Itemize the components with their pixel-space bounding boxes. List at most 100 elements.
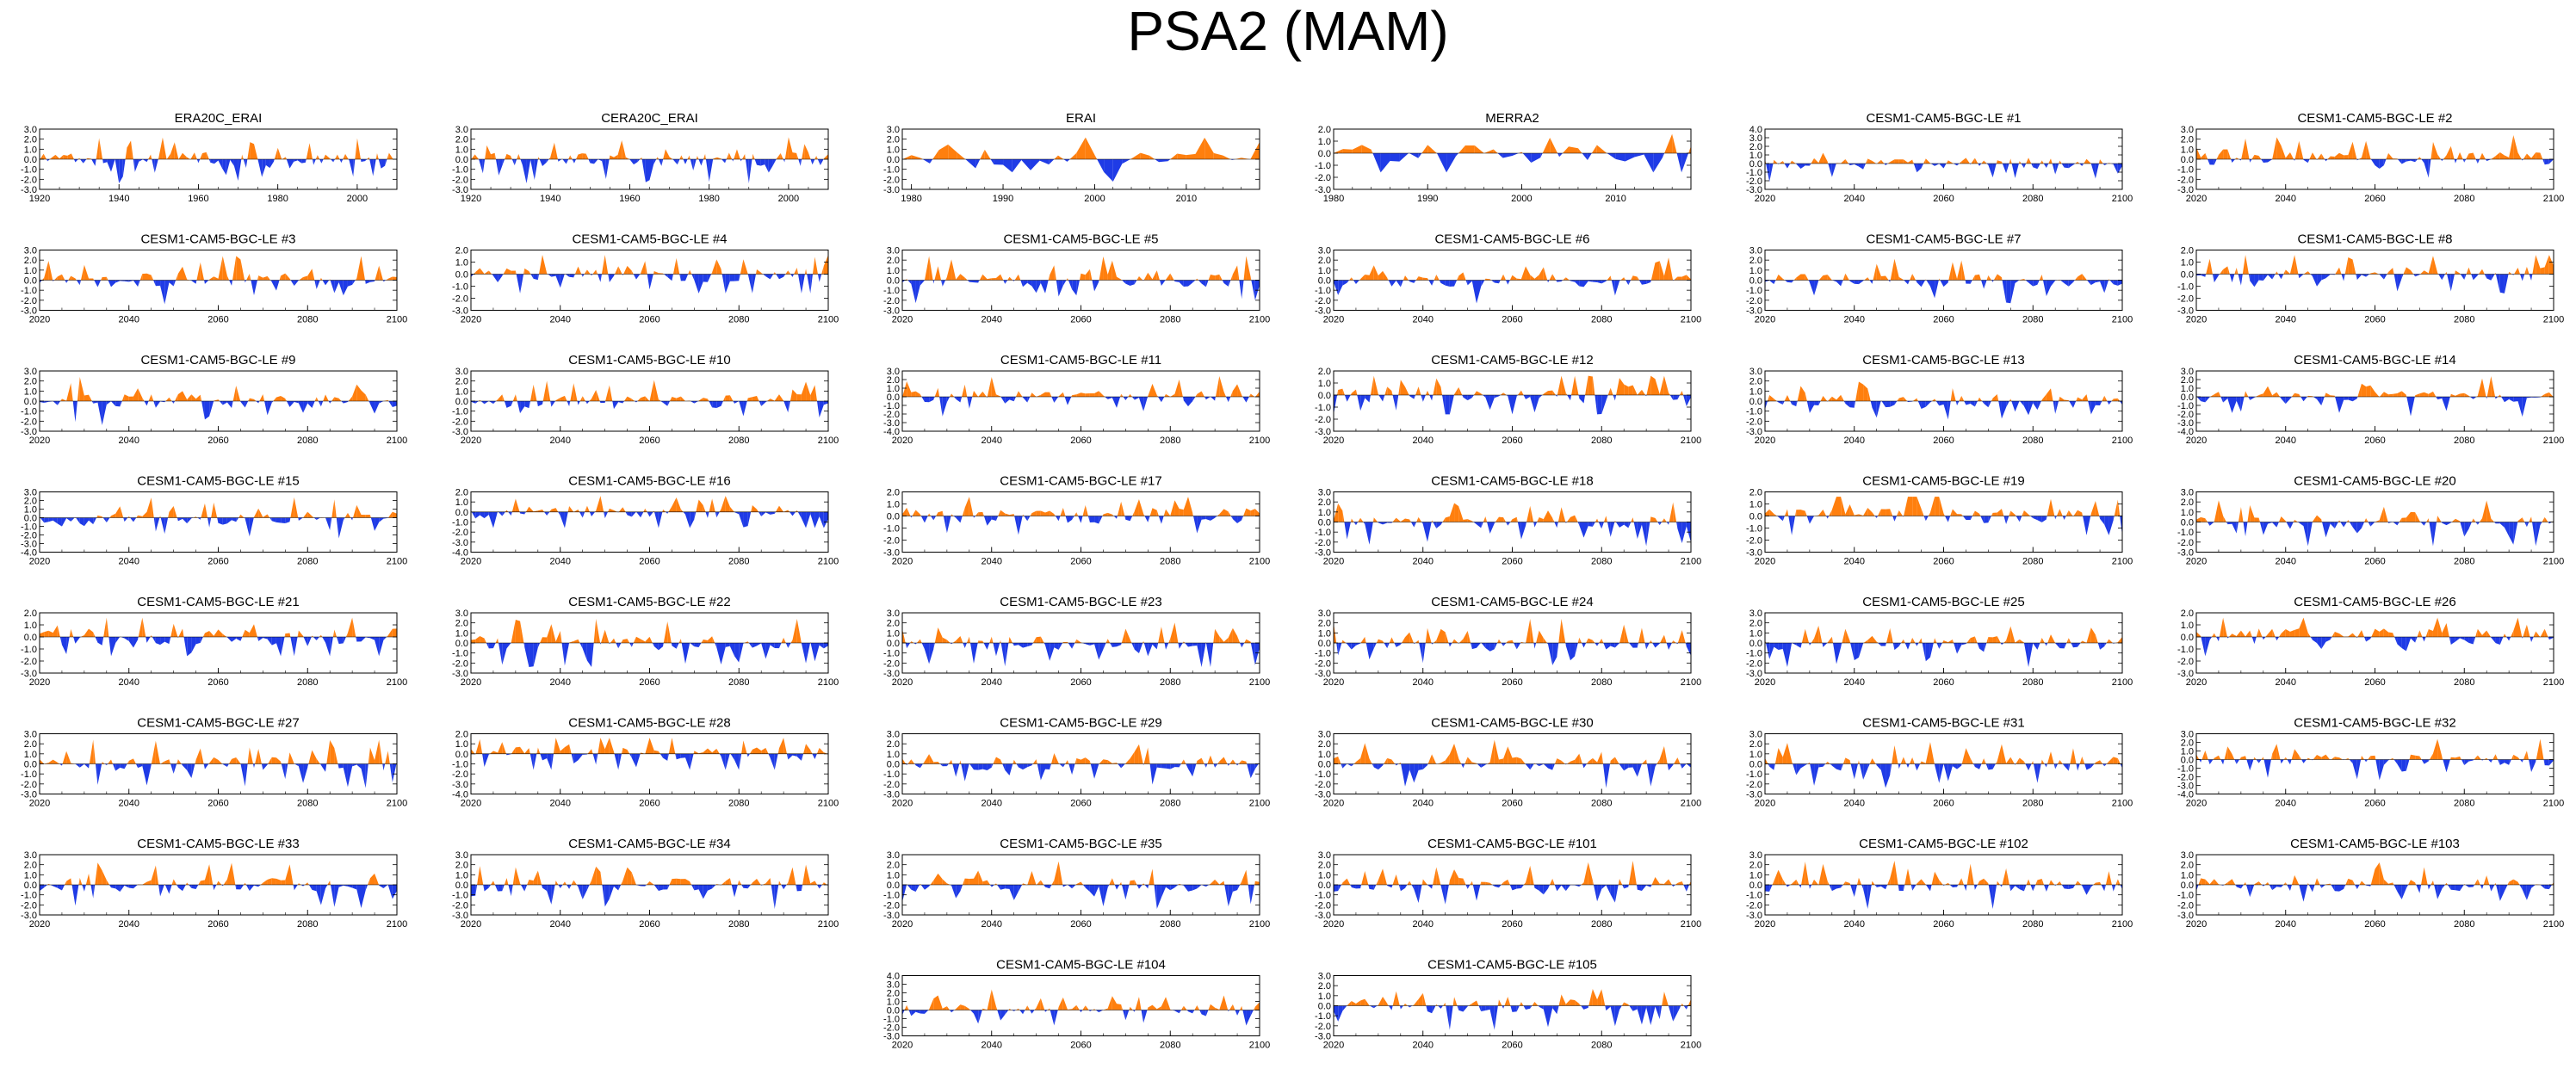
series-area [503, 268, 507, 275]
series-area [226, 159, 231, 176]
series-area [2023, 278, 2026, 281]
series-area [1477, 280, 1482, 304]
series-area [1400, 518, 1405, 522]
series-area [1389, 637, 1392, 643]
series-area [1201, 391, 1205, 397]
series-area [1040, 280, 1045, 294]
series-area [2299, 617, 2304, 637]
series-area [1213, 152, 1223, 159]
series-area [2509, 637, 2511, 641]
series-area [2387, 271, 2389, 275]
series-area [1205, 643, 1211, 667]
series-area [2285, 397, 2290, 405]
series-area [2424, 159, 2429, 178]
x-tick-label: 2100 [818, 557, 839, 567]
series-area [254, 399, 257, 401]
y-tick-label: -1.0 [883, 286, 900, 296]
series-area [1215, 274, 1220, 281]
series-area [2073, 510, 2078, 516]
series-area [816, 401, 820, 418]
y-tick-label: 3.0 [1318, 488, 1331, 498]
series-area [1481, 522, 1483, 528]
series-area [1849, 401, 1855, 408]
series-area [740, 259, 744, 275]
series-area [687, 155, 690, 159]
series-area [2104, 164, 2108, 166]
series-area [356, 637, 362, 642]
series-area [1107, 260, 1112, 281]
series-area [2082, 394, 2087, 401]
series-area [1027, 643, 1032, 647]
series-area [1465, 280, 1468, 286]
series-area [1597, 518, 1599, 522]
series-area [933, 643, 935, 650]
y-tick-label: -2.0 [452, 175, 468, 185]
y-tick-label: 2.0 [24, 377, 37, 387]
series-area [2084, 158, 2087, 164]
series-area [641, 511, 644, 518]
series-area [2495, 151, 2500, 159]
series-area [1117, 397, 1121, 408]
series-area [2522, 397, 2527, 417]
series-area [703, 274, 708, 282]
series-area [1827, 161, 1829, 164]
series-area [1347, 643, 1352, 650]
series-area [1027, 516, 1031, 522]
series-area [276, 517, 282, 523]
y-tick-label: -1.0 [21, 165, 37, 176]
series-area [2446, 522, 2451, 526]
series-area [249, 274, 251, 281]
series-area [148, 394, 152, 401]
series-area [526, 159, 531, 183]
series-area [1570, 280, 1576, 282]
series-area [2272, 392, 2277, 397]
series-area [1455, 153, 1459, 157]
series-area [1467, 631, 1471, 643]
series-area [765, 511, 771, 515]
series-area [785, 270, 789, 275]
series-area [271, 280, 276, 291]
y-tick-label: 1.0 [1749, 266, 1762, 276]
series-area [491, 152, 495, 159]
series-area [550, 401, 552, 407]
series-area [2040, 399, 2042, 401]
series-area [1977, 397, 1979, 401]
series-area [1579, 637, 1582, 643]
series-area [637, 159, 641, 163]
series-area [121, 637, 125, 639]
series-area [2294, 628, 2300, 637]
series-area [480, 401, 485, 405]
x-tick-label: 2100 [818, 315, 839, 325]
series-area [1166, 509, 1171, 516]
series-area [1631, 275, 1633, 281]
series-area [1979, 274, 1982, 281]
series-area [168, 511, 170, 518]
series-area [1361, 145, 1372, 153]
series-area [1396, 395, 1399, 411]
series-area [1629, 643, 1633, 648]
y-tick-label: -2.0 [2177, 410, 2194, 420]
series-area [281, 396, 286, 401]
series-area [1522, 153, 1532, 164]
series-area [1974, 510, 1979, 516]
series-area [2048, 158, 2051, 164]
series-area [488, 643, 493, 649]
series-area [1192, 280, 1196, 283]
series-area [601, 255, 605, 275]
series-area [1972, 510, 1975, 516]
series-area [1619, 624, 1625, 643]
series-area [546, 159, 549, 163]
series-area [2321, 153, 2325, 159]
series-area [1467, 280, 1472, 286]
series-area [2517, 152, 2522, 159]
series-area [496, 399, 498, 401]
series-area [66, 280, 69, 283]
series-area [2477, 628, 2482, 637]
series-area [131, 140, 133, 159]
series-area [2529, 274, 2532, 281]
y-tick-label: 2.0 [24, 256, 37, 266]
series-area [2090, 164, 2096, 179]
series-area [743, 511, 748, 528]
series-area [1501, 643, 1504, 646]
series-area [627, 639, 630, 643]
